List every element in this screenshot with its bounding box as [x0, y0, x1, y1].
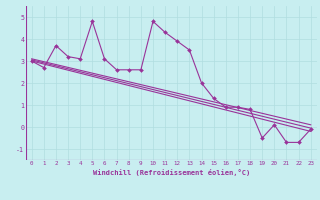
- X-axis label: Windchill (Refroidissement éolien,°C): Windchill (Refroidissement éolien,°C): [92, 169, 250, 176]
